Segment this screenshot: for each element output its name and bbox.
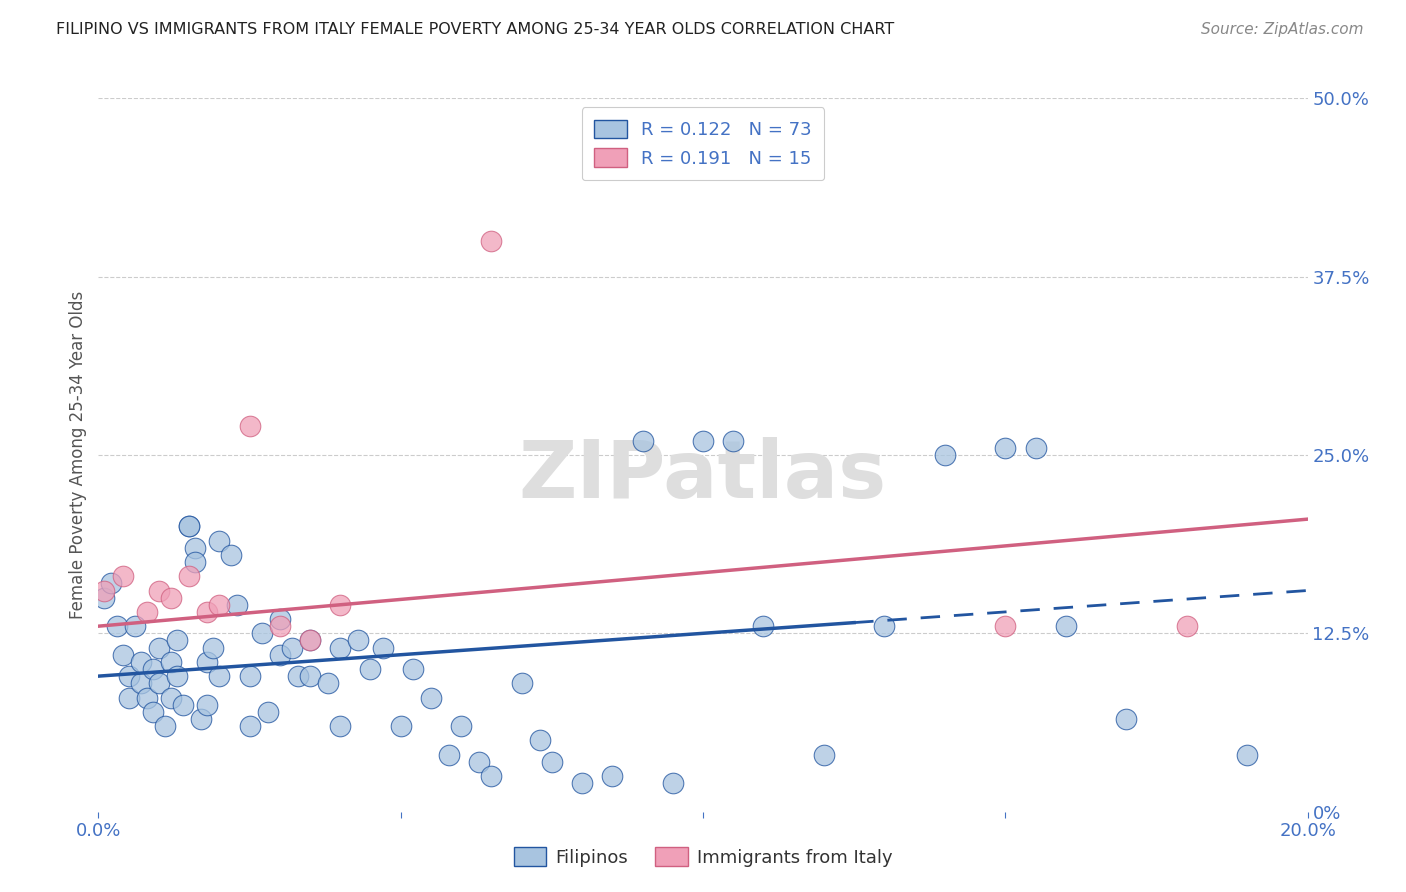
Point	[602, 769, 624, 783]
Point	[571, 776, 593, 790]
Point	[124, 619, 146, 633]
Point	[420, 690, 443, 705]
Text: FILIPINO VS IMMIGRANTS FROM ITALY FEMALE POVERTY AMONG 25-34 YEAR OLDS CORRELATI: FILIPINO VS IMMIGRANTS FROM ITALY FEMALE…	[56, 22, 894, 37]
Point	[723, 434, 745, 448]
Point	[239, 719, 262, 733]
Point	[371, 640, 394, 655]
Point	[100, 576, 122, 591]
Point	[166, 669, 188, 683]
Point	[468, 755, 491, 769]
Point	[160, 591, 183, 605]
Point	[148, 640, 170, 655]
Point	[208, 598, 231, 612]
Point	[1115, 712, 1137, 726]
Point	[934, 448, 956, 462]
Point	[752, 619, 775, 633]
Point	[135, 690, 157, 705]
Point	[316, 676, 339, 690]
Point	[172, 698, 194, 712]
Point	[208, 533, 231, 548]
Point	[481, 234, 503, 248]
Point	[135, 605, 157, 619]
Point	[221, 548, 243, 562]
Point	[239, 419, 262, 434]
Point	[250, 626, 273, 640]
Point	[437, 747, 460, 762]
Point	[184, 541, 207, 555]
Point	[226, 598, 249, 612]
Point	[510, 676, 533, 690]
Point	[148, 583, 170, 598]
Point	[299, 633, 322, 648]
Point	[160, 690, 183, 705]
Point	[195, 605, 218, 619]
Point	[692, 434, 714, 448]
Y-axis label: Female Poverty Among 25-34 Year Olds: Female Poverty Among 25-34 Year Olds	[69, 291, 87, 619]
Point	[142, 705, 165, 719]
Point	[299, 669, 322, 683]
Point	[994, 619, 1017, 633]
Point	[179, 519, 201, 533]
Point	[111, 569, 134, 583]
Point	[631, 434, 654, 448]
Point	[813, 747, 835, 762]
Point	[360, 662, 382, 676]
Point	[148, 676, 170, 690]
Point	[299, 633, 322, 648]
Point	[994, 441, 1017, 455]
Point	[153, 719, 176, 733]
Point	[1175, 619, 1198, 633]
Point	[329, 719, 352, 733]
Point	[239, 669, 262, 683]
Point	[208, 669, 231, 683]
Point	[481, 769, 503, 783]
Point	[281, 640, 304, 655]
Point	[329, 598, 352, 612]
Point	[389, 719, 412, 733]
Point	[190, 712, 212, 726]
Point	[269, 648, 291, 662]
Point	[179, 569, 201, 583]
Point	[160, 655, 183, 669]
Point	[118, 690, 141, 705]
Point	[269, 619, 291, 633]
Point	[1024, 441, 1046, 455]
Text: ZIPatlas: ZIPatlas	[519, 437, 887, 516]
Point	[105, 619, 128, 633]
Point	[540, 755, 562, 769]
Point	[179, 519, 201, 533]
Point	[529, 733, 551, 747]
Point	[195, 655, 218, 669]
Point	[142, 662, 165, 676]
Point	[93, 591, 115, 605]
Point	[329, 640, 352, 655]
Point	[166, 633, 188, 648]
Point	[202, 640, 225, 655]
Point	[195, 698, 218, 712]
Point	[129, 655, 152, 669]
Point	[1236, 747, 1258, 762]
Point	[256, 705, 278, 719]
Text: Source: ZipAtlas.com: Source: ZipAtlas.com	[1201, 22, 1364, 37]
Point	[873, 619, 896, 633]
Point	[111, 648, 134, 662]
Point	[129, 676, 152, 690]
Point	[450, 719, 472, 733]
Point	[93, 583, 115, 598]
Point	[402, 662, 425, 676]
Point	[662, 776, 685, 790]
Point	[269, 612, 291, 626]
Point	[1054, 619, 1077, 633]
Point	[184, 555, 207, 569]
Point	[118, 669, 141, 683]
Point	[287, 669, 309, 683]
Legend: Filipinos, Immigrants from Italy: Filipinos, Immigrants from Italy	[506, 840, 900, 874]
Point	[347, 633, 370, 648]
